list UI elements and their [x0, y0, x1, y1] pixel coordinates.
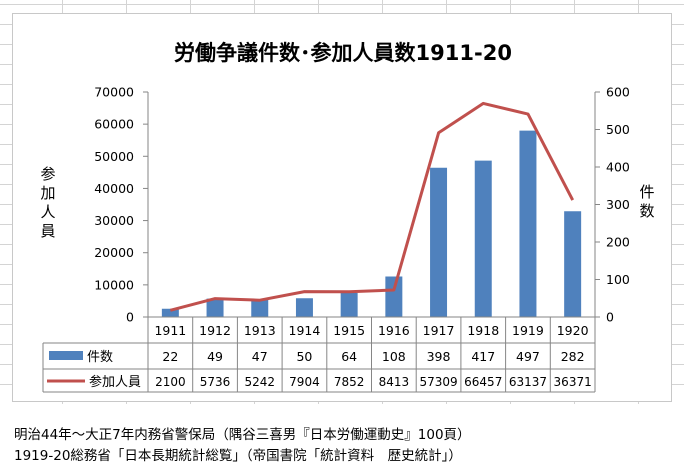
table-value-participants: 7852 — [334, 375, 365, 389]
bar-1920 — [564, 211, 582, 317]
legend-label-line: 参加人員 — [89, 374, 141, 390]
left-axis-tick-label: 20000 — [94, 245, 134, 260]
table-value-participants: 7904 — [289, 375, 320, 389]
bar-1911 — [161, 308, 179, 317]
bar-1919 — [519, 130, 537, 317]
table-value-count: 108 — [382, 349, 406, 364]
category-label: 1920 — [557, 323, 589, 338]
category-label: 1914 — [289, 323, 321, 338]
right-axis-tick-label: 0 — [606, 310, 614, 325]
table-value-count: 22 — [162, 349, 178, 364]
table-value-participants: 2100 — [155, 375, 186, 389]
source-note-1: 明治44年～大正7年内務省警保局（隅谷三喜男『日本労働運動史』100頁） — [14, 427, 471, 443]
bar-1915 — [340, 293, 358, 317]
right-axis-label-char: 件 — [639, 183, 654, 201]
left-axis-label-char: 加 — [40, 184, 55, 202]
table-value-participants: 63137 — [509, 375, 547, 389]
table-value-participants: 57309 — [419, 375, 457, 389]
category-label: 1913 — [244, 323, 276, 338]
category-label: 1911 — [154, 323, 186, 338]
left-axis-tick-label: 0 — [126, 310, 134, 325]
bar-1918 — [474, 160, 492, 317]
bar-1917 — [430, 167, 448, 317]
table-value-count: 282 — [561, 349, 585, 364]
right-axis-tick-label: 500 — [606, 122, 630, 137]
bar-1912 — [206, 298, 224, 317]
table-value-participants: 66457 — [464, 375, 502, 389]
table-value-count: 64 — [341, 349, 357, 364]
combo-chart: 労働争議件数･参加人員数1911-20 0 10000 20000 30000 40000… — [40, 41, 655, 393]
left-axis-tick-label: 50000 — [94, 149, 134, 164]
table-value-participants: 36371 — [554, 375, 592, 389]
table-value-participants: 8413 — [379, 375, 410, 389]
left-axis-label-char: 人 — [40, 203, 55, 221]
category-label: 1918 — [467, 323, 499, 338]
table-value-count: 50 — [296, 349, 312, 364]
bar-1916 — [385, 276, 403, 317]
right-axis-tick-label: 200 — [606, 235, 630, 250]
table-value-count: 47 — [252, 349, 268, 364]
left-axis-tick-label: 70000 — [94, 85, 134, 100]
right-axis-tick-label: 100 — [606, 272, 630, 287]
right-axis-tick-label: 400 — [606, 160, 630, 175]
legend-key-bar — [49, 351, 83, 360]
line-series-participants — [169, 101, 575, 312]
table-value-participants: 5242 — [244, 375, 275, 389]
table-value-participants: 5736 — [200, 375, 231, 389]
legend-label-bar: 件数 — [87, 350, 113, 365]
right-axis-tick-label: 600 — [606, 85, 630, 100]
chart-title: 労働争議件数･参加人員数1911-20 — [174, 41, 512, 65]
right-axis-tick-label: 300 — [606, 197, 630, 212]
source-notes: 明治44年～大正7年内務省警保局（隅谷三喜男『日本労働運動史』100頁） 191… — [0, 404, 684, 468]
left-axis-label-char: 員 — [40, 222, 55, 240]
category-label: 1916 — [378, 323, 410, 338]
table-value-count: 417 — [471, 349, 495, 364]
category-label: 1915 — [333, 323, 365, 338]
left-axis-tick-label: 30000 — [94, 213, 134, 228]
left-axis-label-char: 参 — [40, 165, 55, 183]
bar-1914 — [295, 298, 313, 317]
category-label: 1919 — [512, 323, 544, 338]
category-label: 1917 — [423, 323, 455, 338]
table-value-count: 49 — [207, 349, 223, 364]
table-value-count: 398 — [427, 349, 451, 364]
left-axis-tick-label: 10000 — [94, 277, 134, 292]
bar-1913 — [251, 299, 269, 317]
left-axis-tick-label: 60000 — [94, 117, 134, 132]
table-value-count: 497 — [516, 349, 540, 364]
chart-area: 労働争議件数･参加人員数1911-20 0 10000 20000 30000 40000… — [12, 13, 672, 402]
left-axis-tick-label: 40000 — [94, 181, 134, 196]
source-note-2: 1919-20総務省「日本長期統計総覧」（帝国書院「統計資料 歴史統計」） — [14, 448, 462, 464]
right-axis-label-char: 数 — [639, 202, 654, 220]
category-label: 1912 — [199, 323, 231, 338]
